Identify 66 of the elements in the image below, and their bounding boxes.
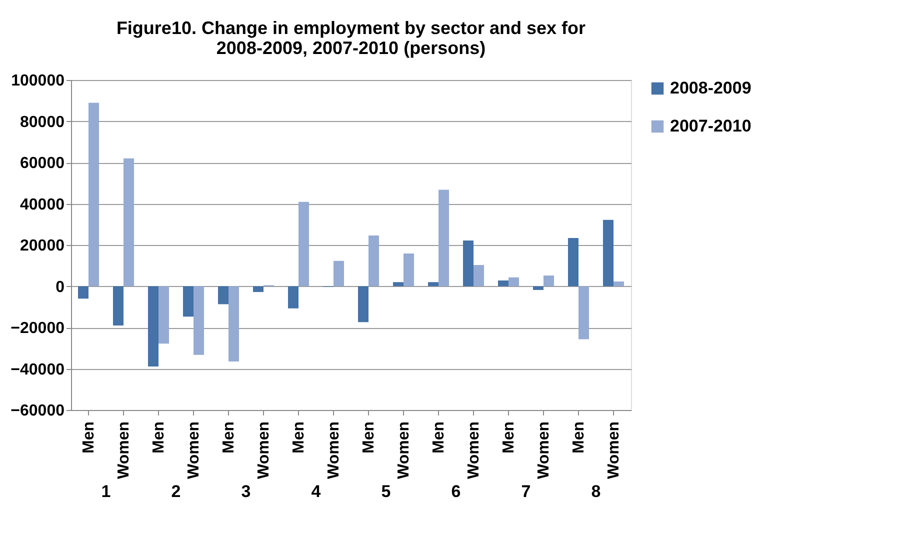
bar	[508, 277, 519, 286]
bar	[463, 240, 474, 286]
x-tick-label: Women	[536, 422, 552, 479]
bar	[498, 280, 508, 286]
text: 6	[451, 482, 461, 501]
y-tick-label: −60000	[10, 402, 65, 420]
bar	[334, 260, 344, 286]
x-tick-label: Men	[500, 422, 518, 454]
text: 5	[381, 482, 391, 501]
text: 1	[101, 482, 111, 501]
bar	[113, 286, 124, 326]
bar	[368, 236, 379, 286]
text: 4	[311, 482, 322, 501]
bar	[474, 265, 484, 286]
x-tick-label: Women	[326, 422, 342, 479]
bar	[358, 286, 368, 322]
y-tick-label: 20000	[20, 238, 65, 254]
bar	[158, 286, 169, 344]
x-tick-label: Women	[256, 422, 272, 479]
bar	[568, 238, 578, 286]
bar	[78, 286, 88, 299]
y-tick-label: 0	[56, 278, 65, 296]
bar	[578, 286, 589, 340]
y-tick-label: 80000	[20, 114, 65, 131]
bar	[393, 282, 404, 286]
x-tick-label: Women	[606, 422, 622, 479]
bar	[88, 102, 99, 286]
x-tick-label: Men	[570, 422, 588, 454]
legend-label: 2008-2009	[670, 78, 752, 98]
text: 7	[521, 482, 531, 501]
y-tick-label: −40000	[10, 361, 65, 378]
y-tick-label: 60000	[20, 155, 65, 172]
text: 2	[171, 482, 181, 501]
bar	[614, 282, 624, 286]
bar	[148, 286, 158, 366]
x-tick-label: Women	[466, 422, 482, 479]
x-tick-label: Women	[186, 422, 202, 479]
bar	[124, 158, 134, 286]
bar	[298, 202, 309, 286]
bar	[428, 282, 438, 286]
y-tick-label: 40000	[20, 196, 65, 214]
text: 3	[241, 482, 251, 501]
bar	[183, 286, 194, 317]
x-tick-label: Men	[360, 422, 378, 454]
bar	[218, 286, 228, 304]
text: 8	[591, 482, 601, 501]
x-tick-label: Men	[430, 422, 448, 454]
x-tick-label: Men	[220, 422, 238, 454]
bar	[544, 276, 554, 286]
legend-label: 2007-2010	[670, 116, 752, 136]
x-tick-label: Men	[290, 422, 308, 454]
x-tick-label: Men	[80, 422, 98, 454]
bar	[438, 190, 449, 286]
y-tick-label: 100000	[11, 72, 65, 90]
x-tick-label: Men	[150, 422, 168, 454]
bar	[253, 286, 264, 292]
bar	[228, 286, 239, 362]
bar	[533, 286, 544, 290]
bar	[603, 220, 614, 286]
y-tick-label: −20000	[10, 320, 65, 337]
bar	[288, 286, 298, 308]
x-tick-label: Women	[116, 422, 132, 479]
chart-title: Figure10. Change in employment by sector and sex for 2008-2009, 2007-2010 (persons)	[116, 18, 586, 58]
bar	[404, 253, 414, 286]
x-tick-label: Women	[396, 422, 412, 479]
bar	[194, 286, 204, 355]
